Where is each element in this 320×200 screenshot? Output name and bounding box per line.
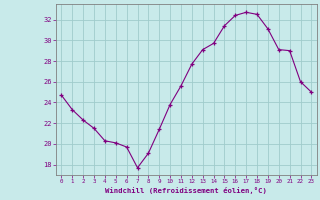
X-axis label: Windchill (Refroidissement éolien,°C): Windchill (Refroidissement éolien,°C) <box>106 187 267 194</box>
